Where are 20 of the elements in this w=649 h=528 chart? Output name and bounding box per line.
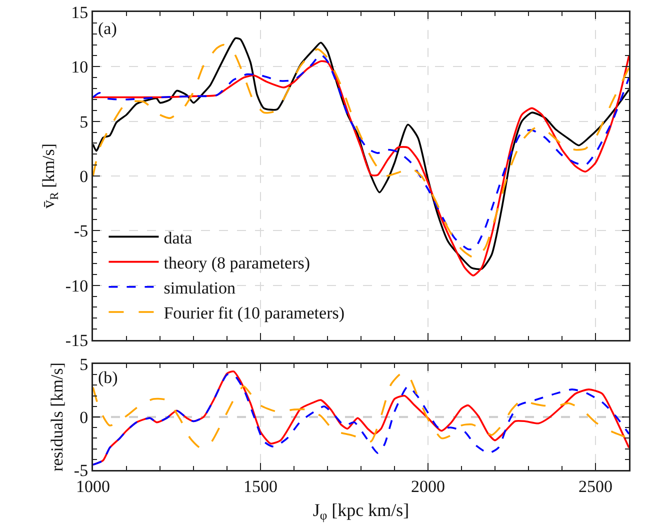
y-tick-label: 5 xyxy=(80,112,88,132)
legend-label: theory (8 parameters) xyxy=(164,253,310,272)
y-tick-label: -15 xyxy=(65,330,88,350)
y-tick-label: -5 xyxy=(74,222,88,241)
x-tick-label: 2500 xyxy=(578,476,612,496)
y-tick-label: 0 xyxy=(80,166,88,186)
y-tick-label: 10 xyxy=(71,58,88,77)
y-tick-label: 0 xyxy=(80,408,88,427)
x-tick-label: 1500 xyxy=(244,476,278,496)
x-tick-label: 2000 xyxy=(411,476,445,496)
legend-label: simulation xyxy=(164,278,236,298)
annotation: (a) xyxy=(98,19,117,38)
y-tick-label: -10 xyxy=(65,276,88,296)
x-axis-title: J$_{φ}$ [kpc km/s] xyxy=(312,500,410,523)
legend-label: data xyxy=(164,228,192,248)
y-tick-label: 5 xyxy=(80,354,88,374)
y-axis-title: residuals [km/s] xyxy=(48,362,67,472)
legend-label: Fourier fit (10 parameters) xyxy=(164,304,345,323)
annotation: (b) xyxy=(98,368,118,387)
y-tick-label: 15 xyxy=(71,2,88,22)
